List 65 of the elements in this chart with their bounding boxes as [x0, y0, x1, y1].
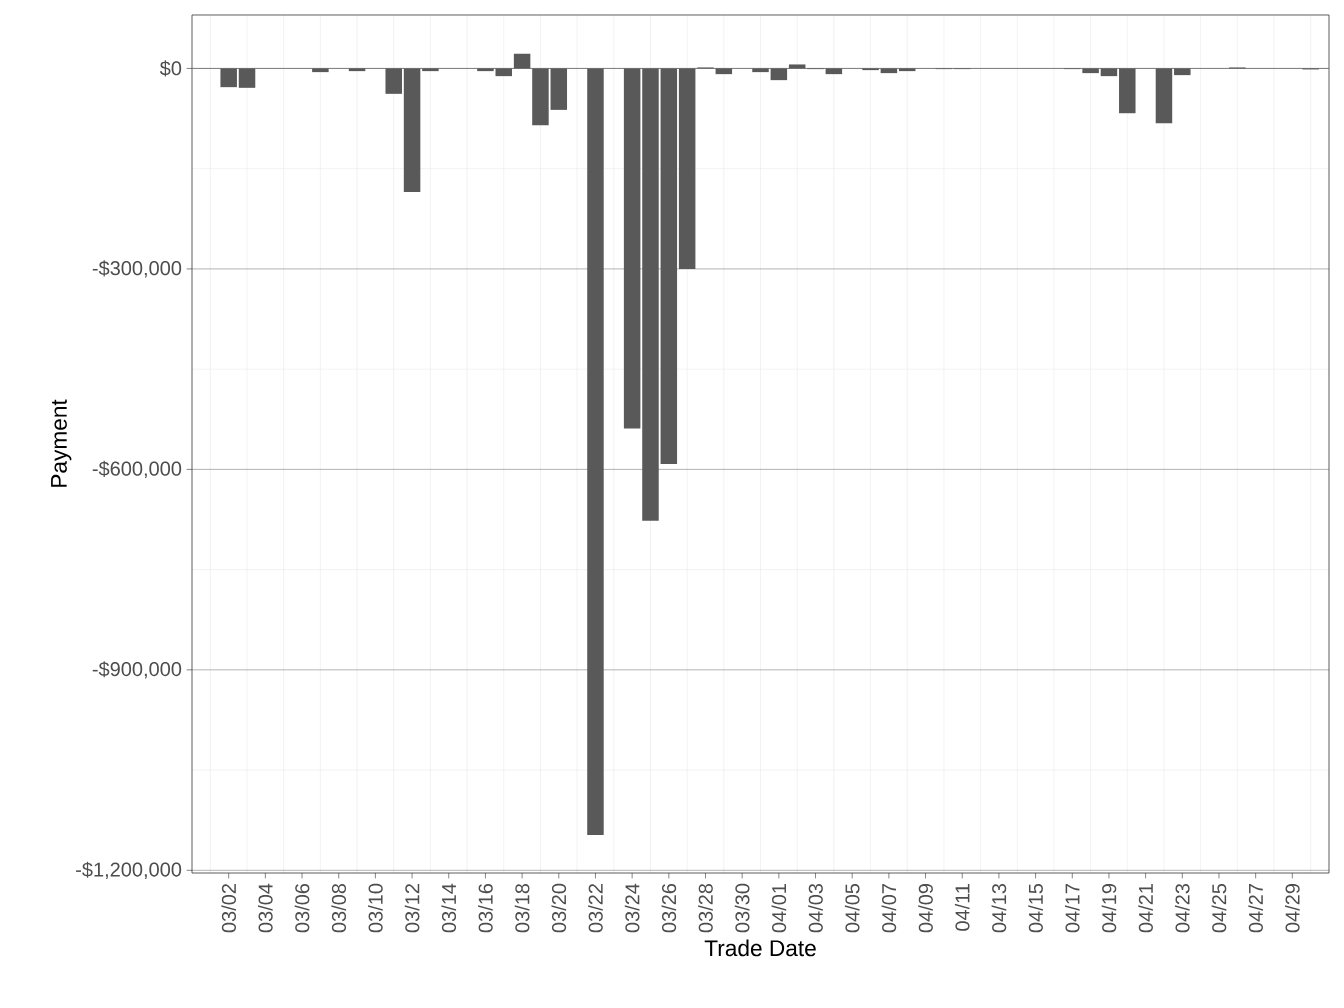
bar [385, 68, 402, 94]
bar [348, 68, 366, 72]
x-tick-label: 04/13 [991, 883, 1007, 933]
bar [1100, 68, 1118, 77]
bar [1174, 68, 1191, 76]
y-tick-label: -$600,000 [92, 460, 182, 479]
bar [788, 64, 806, 69]
x-tick-label: 03/18 [514, 883, 530, 933]
x-tick-label: 04/09 [918, 884, 933, 933]
x-tick-label: 04/01 [771, 884, 787, 933]
x-tick-label: 04/27 [1248, 884, 1263, 933]
bar [238, 68, 256, 88]
bar [660, 68, 678, 465]
bar [587, 68, 604, 835]
x-tick-label: 03/28 [698, 883, 713, 933]
x-tick-label: 04/29 [1284, 884, 1300, 933]
x-tick-label: 03/16 [478, 883, 493, 933]
x-tick-label: 04/25 [1211, 883, 1227, 933]
x-axis-title: Trade Date [704, 939, 816, 957]
x-tick-label: 04/15 [1028, 883, 1043, 933]
y-tick-label: -$300,000 [92, 260, 182, 278]
bar [752, 68, 769, 73]
x-tick-label: 03/10 [368, 883, 383, 933]
x-tick-label: 04/23 [1174, 883, 1190, 933]
bar [825, 68, 843, 75]
x-tick-label: 04/21 [1138, 884, 1153, 933]
x-tick-label: 03/14 [441, 883, 457, 933]
bar [770, 68, 788, 81]
x-tick-label: 04/03 [808, 883, 823, 933]
x-tick-label: 03/30 [734, 883, 750, 933]
x-tick-label: 03/22 [588, 884, 603, 933]
bar [642, 68, 659, 521]
bar [550, 68, 568, 110]
bar [403, 68, 421, 193]
bar [532, 68, 549, 126]
y-tick-label: $0 [159, 60, 182, 77]
x-tick-label: 03/04 [258, 883, 273, 933]
x-tick-label: 03/08 [331, 883, 347, 933]
bar [623, 68, 641, 429]
bar [477, 68, 494, 72]
x-tick-label: 03/26 [661, 883, 677, 933]
x-tick-label: 04/05 [844, 883, 860, 933]
bar [422, 68, 439, 72]
bar [715, 68, 733, 75]
bar [312, 68, 329, 73]
x-tick-label: 04/11 [954, 884, 970, 931]
y-tick-label: -$1,200,000 [76, 861, 182, 879]
bar [495, 68, 513, 77]
x-tick-label: 03/24 [624, 883, 640, 933]
bar [880, 68, 898, 74]
x-tick-label: 03/20 [551, 883, 567, 933]
bar [678, 68, 696, 269]
x-tick-label: 03/12 [404, 884, 420, 933]
x-tick-label: 04/17 [1064, 884, 1080, 933]
x-tick-label: 04/19 [1101, 884, 1117, 933]
bar [513, 53, 531, 69]
x-tick-label: 03/02 [221, 884, 237, 933]
bar [220, 68, 237, 88]
y-tick-label: -$900,000 [92, 661, 182, 679]
y-axis-title: Payment [51, 399, 72, 487]
bar [898, 68, 916, 72]
bar [1155, 68, 1173, 124]
x-tick-label: 04/07 [881, 884, 897, 933]
bar [1119, 68, 1136, 114]
x-tick-label: 03/06 [294, 883, 310, 933]
